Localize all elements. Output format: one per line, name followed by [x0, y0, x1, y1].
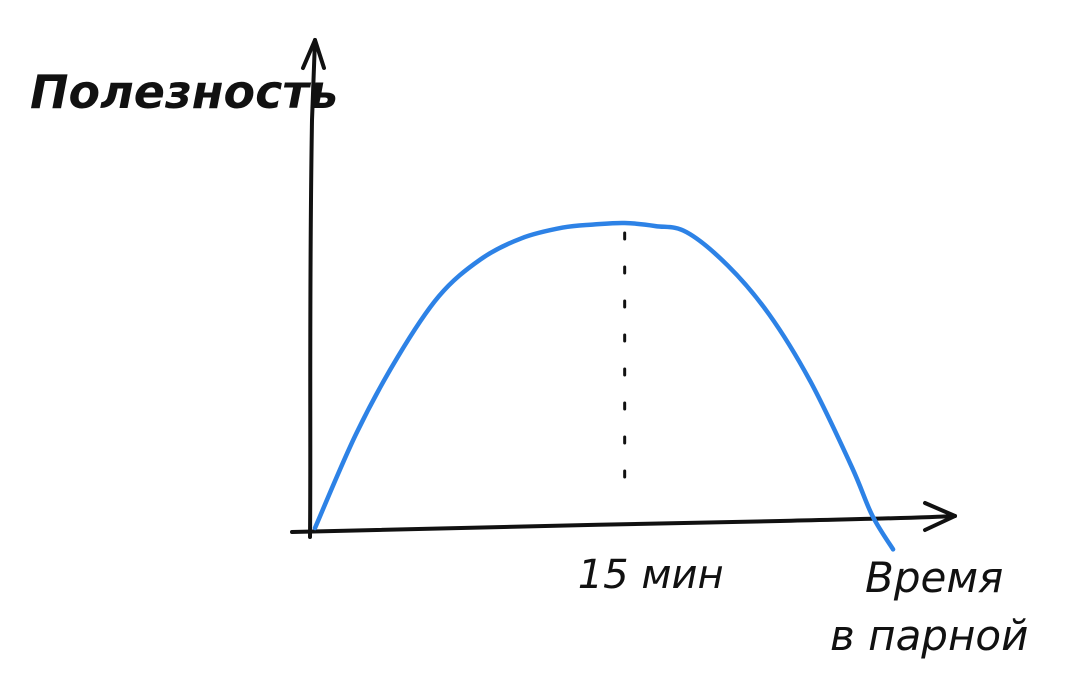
- y-axis-line: [308, 38, 317, 539]
- x-axis-line: [290, 514, 957, 534]
- peak-tick-label: 15 мин: [578, 552, 724, 598]
- x-axis-arrow-icon: [923, 501, 957, 532]
- y-axis-arrow-icon: [301, 38, 326, 70]
- x-axis-label-line-1: Время: [865, 553, 1003, 602]
- x-axis-label-line-2: в парной: [830, 611, 1028, 660]
- series-line: [312, 220, 896, 552]
- y-axis-label: Полезность: [30, 65, 338, 119]
- axes: [290, 38, 957, 539]
